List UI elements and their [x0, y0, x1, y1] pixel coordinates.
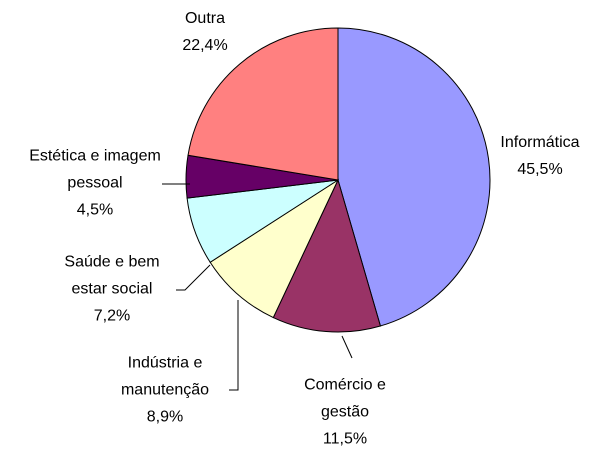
slice-label: Indústria e manutenção 8,9%	[105, 350, 225, 431]
category-name: Outra	[184, 10, 225, 27]
leader-line	[176, 264, 211, 291]
category-name: Informática	[500, 134, 580, 151]
slice-label: Estética e imagem pessoal 4,5%	[28, 143, 163, 224]
value-label: 45,5%	[517, 161, 563, 178]
leader-line	[341, 335, 353, 359]
leader-line	[229, 300, 239, 391]
pie-slice	[187, 27, 339, 181]
value-label: 22,4%	[182, 37, 228, 54]
category-name: Indústria e manutenção	[120, 354, 210, 399]
slice-label: Outra 22,4%	[160, 5, 250, 59]
slice-label: Comércio e gestão 11,5%	[295, 372, 395, 453]
slice-label: Informática 45,5%	[485, 129, 595, 183]
category-name: Saúde e bem estar social	[64, 253, 160, 298]
value-label: 11,5%	[322, 430, 368, 448]
value-label: 7,2%	[93, 307, 131, 325]
value-label: 8,9%	[146, 408, 184, 426]
slice-label: Saúde e bem estar social 7,2%	[57, 249, 167, 330]
value-label: 4,5%	[76, 201, 114, 219]
category-name: Comércio e gestão	[304, 376, 386, 421]
pie-slice	[337, 27, 491, 327]
pie-slice	[209, 178, 340, 319]
pie-slice	[272, 178, 382, 333]
category-name: Estética e imagem pessoal	[29, 147, 161, 192]
